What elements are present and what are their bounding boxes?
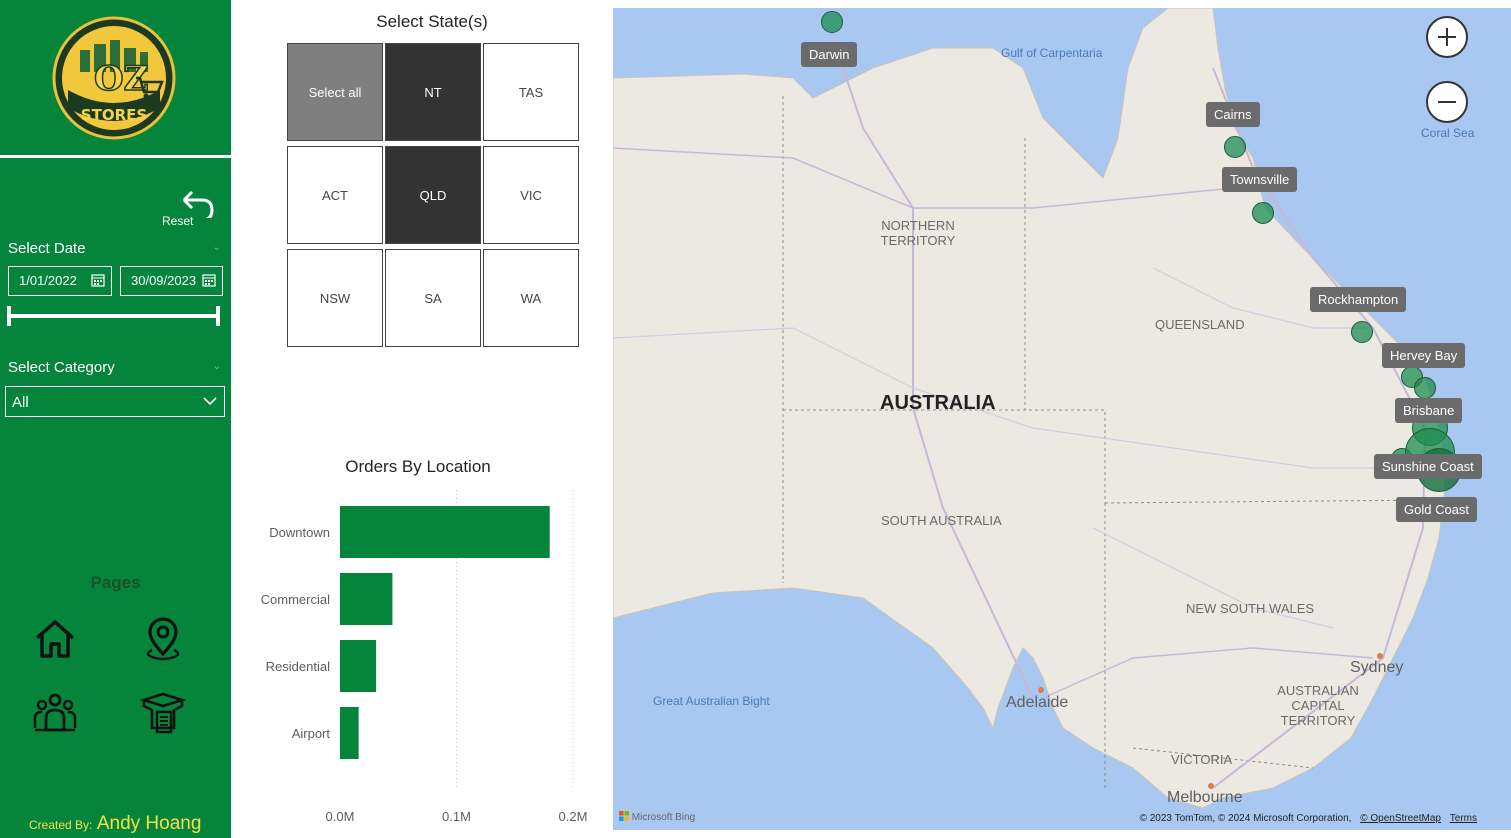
map-visual[interactable]: Gulf of Carpentaria Coral Sea Great Aust…: [613, 8, 1511, 830]
calendar-icon[interactable]: [91, 273, 105, 287]
water-label-gulf: Gulf of Carpentaria: [1001, 46, 1103, 60]
category-dropdown[interactable]: All: [5, 386, 225, 417]
city-label-adelaide: Adelaide: [1006, 694, 1069, 711]
zoom-in-button[interactable]: [1426, 16, 1468, 58]
plus-icon: [1438, 28, 1456, 46]
state-tile-tas[interactable]: TAS: [483, 43, 579, 141]
category-label: Downtown: [269, 525, 330, 540]
sidebar: OZ STORES Reset Select Date ⌄ 1/01/2022 …: [0, 0, 231, 838]
city-label-melbourne: Melbourne: [1167, 789, 1243, 806]
store-bubble-cairns[interactable]: [1224, 136, 1246, 158]
bing-label: Microsoft Bing: [631, 812, 696, 823]
region-label-qld: QUEENSLAND: [1155, 317, 1245, 332]
water-label-bight: Great Australian Bight: [653, 694, 770, 708]
australia-basemap: [613, 8, 1446, 809]
water-label-coral-sea: Coral Sea: [1421, 126, 1475, 140]
undo-arrow-icon: [182, 190, 214, 218]
location-pin-icon[interactable]: [140, 616, 186, 662]
store-bubble-rockhampton[interactable]: [1351, 321, 1373, 343]
region-label-sa: SOUTH AUSTRALIA: [881, 513, 1002, 528]
zoom-out-button[interactable]: [1426, 81, 1468, 123]
region-label-act: AUSTRALIAN CAPITAL TERRITORY: [1277, 683, 1359, 728]
credit-name: Andy Hoang: [96, 813, 202, 834]
end-date-input[interactable]: 30/09/2023: [120, 266, 223, 296]
state-tile-sa[interactable]: SA: [385, 249, 481, 347]
date-range-slider[interactable]: [8, 314, 220, 318]
category-label: Residential: [266, 659, 330, 674]
state-tile-qld[interactable]: QLD: [385, 146, 481, 244]
start-date-input[interactable]: 1/01/2022: [8, 266, 112, 296]
start-date-value: 1/01/2022: [19, 273, 77, 288]
state-tile-vic[interactable]: VIC: [483, 146, 579, 244]
home-icon[interactable]: [32, 616, 78, 662]
chart-title: Orders By Location: [345, 457, 491, 476]
country-label: AUSTRALIA: [880, 392, 996, 414]
date-slider-start-handle[interactable]: [7, 306, 11, 326]
map-attribution: © 2023 TomTom, © 2024 Microsoft Corporat…: [1140, 813, 1477, 824]
x-tick-label: 0.1M: [442, 809, 471, 824]
end-date-value: 30/09/2023: [131, 273, 197, 288]
date-slider-end-handle[interactable]: [216, 306, 220, 326]
state-tile-nt[interactable]: NT: [385, 43, 481, 141]
terms-link[interactable]: Terms: [1449, 813, 1477, 824]
store-bubble-darwin[interactable]: [821, 11, 843, 33]
calendar-icon[interactable]: [202, 273, 216, 287]
category-label: Commercial: [261, 592, 330, 607]
store-bubble-hervey-bay-2[interactable]: [1414, 377, 1436, 399]
minus-icon: [1438, 101, 1456, 103]
location-callout-darwin: Darwin: [801, 42, 858, 67]
attribution-text: © 2023 TomTom, © 2024 Microsoft Corporat…: [1139, 813, 1352, 824]
orders-by-location-chart: 0.0M 0.1M 0.2M Downtown Commercial Residentia…: [261, 490, 588, 824]
chevron-down-icon: [203, 397, 217, 406]
bar-airport[interactable]: [340, 707, 359, 759]
date-collapse-chevron-icon[interactable]: ⌄: [212, 242, 221, 253]
location-callout-rockhampton: Rockhampton: [1310, 287, 1407, 312]
store-bubble-townsville[interactable]: [1252, 202, 1274, 224]
city-label-sydney: Sydney: [1350, 659, 1404, 676]
osm-link[interactable]: © OpenStreetMap: [1360, 813, 1441, 824]
category-collapse-chevron-icon[interactable]: ⌄: [212, 361, 221, 372]
state-tile-act[interactable]: ACT: [287, 146, 383, 244]
location-callout-hervey-bay: Hervey Bay: [1382, 343, 1466, 368]
state-tile-wa[interactable]: WA: [483, 249, 579, 347]
state-tile-select-all[interactable]: Select all: [287, 43, 383, 141]
product-box-icon[interactable]: [139, 690, 187, 736]
location-callout-brisbane: Brisbane: [1395, 398, 1463, 423]
reset-label: Reset: [162, 214, 194, 228]
state-tile-nsw[interactable]: NSW: [287, 249, 383, 347]
oz-stores-logo: OZ STORES: [50, 16, 178, 140]
x-tick-label: 0.2M: [559, 809, 588, 824]
location-callout-gold-coast: Gold Coast: [1396, 497, 1478, 522]
logo-text-stores: STORES: [81, 106, 147, 124]
category-label: Airport: [292, 726, 331, 741]
location-callout-townsville: Townsville: [1222, 167, 1298, 192]
created-by-credit: Created By: Andy Hoang: [29, 813, 201, 835]
select-category-label: Select Category: [8, 359, 115, 376]
state-slicer-title: Select State(s): [376, 12, 488, 31]
bar-downtown[interactable]: [340, 506, 550, 558]
bar-residential[interactable]: [340, 640, 377, 692]
location-callout-sunshine-coast: Sunshine Coast: [1374, 454, 1482, 479]
bing-logo: Microsoft Bing: [619, 811, 695, 823]
region-label-nsw: NEW SOUTH WALES: [1186, 601, 1315, 616]
microsoft-logo-icon: [619, 811, 629, 821]
sidebar-divider: [0, 155, 231, 158]
region-label-vic: VICTORIA: [1171, 752, 1233, 767]
pages-label: Pages: [90, 573, 141, 592]
select-date-label: Select Date: [8, 240, 86, 257]
region-label-nt: NORTHERN TERRITORY: [880, 218, 956, 248]
bar-commercial[interactable]: [340, 573, 393, 625]
credit-prefix: Created By:: [29, 818, 93, 832]
people-icon[interactable]: [32, 690, 78, 736]
location-callout-cairns: Cairns: [1206, 102, 1260, 127]
reset-button[interactable]: Reset: [160, 190, 216, 230]
x-tick-label: 0.0M: [326, 809, 355, 824]
category-selected-value: All: [12, 394, 29, 411]
